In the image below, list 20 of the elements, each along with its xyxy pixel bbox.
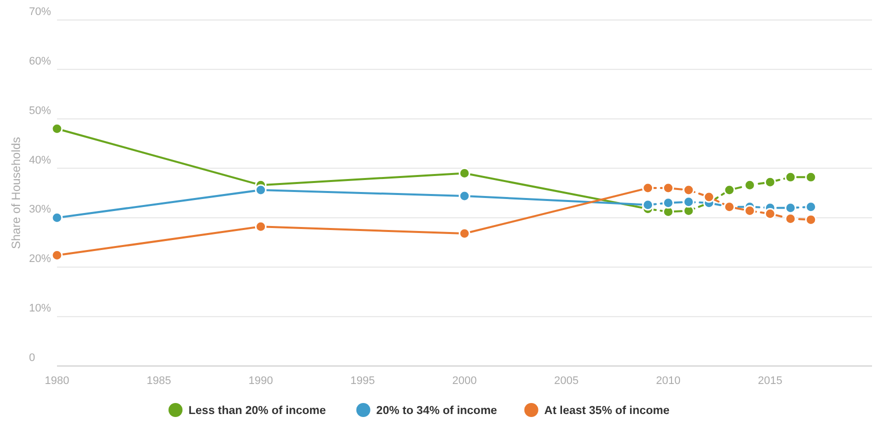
legend-label: 20% to 34% of income [376, 405, 498, 417]
x-tick-label: 2015 [758, 375, 782, 387]
y-tick-label: 40% [29, 154, 52, 166]
x-tick-label: 1995 [350, 375, 375, 387]
y-tick-label: 50% [29, 104, 52, 117]
legend-label: At least 35% of income [544, 405, 670, 417]
y-tick-label: 20% [29, 253, 52, 266]
x-tick-label: 1980 [44, 375, 70, 387]
x-tick-label: 2005 [554, 375, 579, 387]
y-axis-title: Share of Households [9, 136, 23, 250]
x-tick-label: 1985 [146, 375, 172, 387]
y-tick-label: 30% [29, 204, 52, 216]
x-tick-label: 1990 [248, 375, 273, 387]
y-tick-label: 10% [29, 302, 52, 315]
y-tick-label: 60% [29, 55, 52, 68]
y-tick-label: 0 [29, 352, 36, 364]
x-tick-label: 2010 [656, 375, 680, 387]
y-tick-label: 70% [29, 6, 52, 18]
x-tick-label: 2000 [452, 375, 477, 387]
legend-label: Less than 20% of income [188, 405, 326, 417]
